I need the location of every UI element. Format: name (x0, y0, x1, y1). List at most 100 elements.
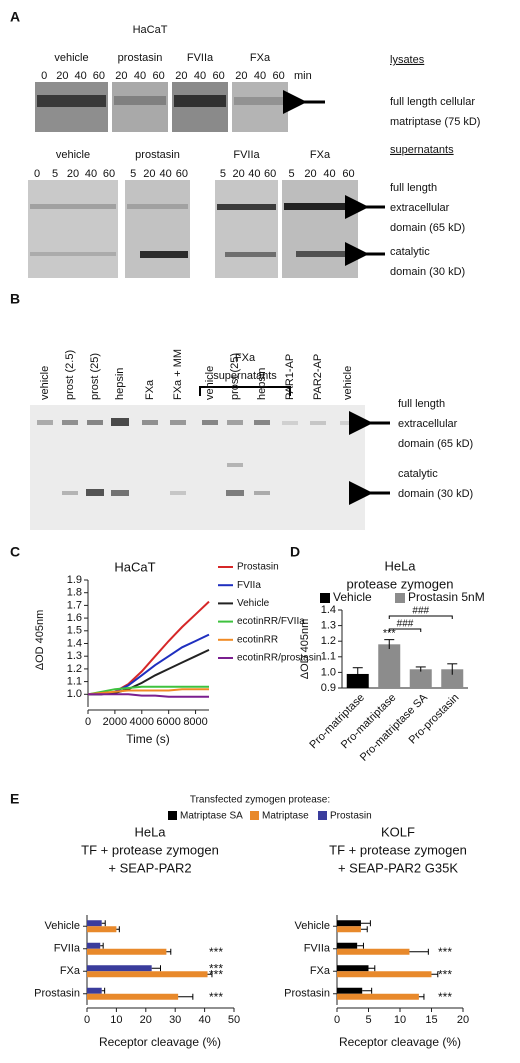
bar (337, 942, 358, 949)
time-label: 40 (85, 168, 97, 180)
x-tick-label: 2000 (103, 716, 127, 728)
blot-image (282, 180, 358, 278)
legend-label: Prostasin (330, 811, 372, 822)
legend-label: FVIIa (237, 580, 261, 591)
blot-band (284, 203, 356, 210)
blot-image (30, 405, 365, 530)
lane-label: vehicle (342, 366, 354, 400)
lane-label: FXa + MM (172, 349, 184, 400)
blot-image (28, 180, 118, 278)
blot-band (254, 491, 270, 495)
lane-group-label: vehicle (54, 52, 88, 64)
lysate-blots (35, 82, 288, 132)
time-label: 40 (134, 70, 146, 82)
time-label: 5 (130, 168, 136, 180)
blot-image (232, 82, 288, 132)
band-label: domain (65 kD) (390, 222, 465, 234)
comparison-label: ### (412, 606, 429, 617)
comparison-bracket (388, 628, 422, 632)
lane-group-label: prostasin (118, 52, 163, 64)
time-label: 60 (264, 168, 276, 180)
section-heading: supernatants (390, 144, 454, 156)
lane-label: vehicle (204, 366, 216, 400)
y-tick-label: FVIIa (304, 943, 331, 955)
significance-label: *** (383, 628, 397, 640)
blot-image (215, 180, 278, 278)
y-tick-label: 1.3 (321, 620, 336, 632)
blot-band (111, 418, 129, 426)
lane-label: PAR1-AP (284, 354, 296, 400)
bar (337, 987, 363, 994)
x-tick-label: 20 (140, 1014, 152, 1026)
panel-label: A (10, 9, 20, 25)
y-axis-label: ΔOD 405nm (299, 619, 311, 680)
time-label: 5 (52, 168, 58, 180)
section-heading: lysates (390, 54, 425, 66)
time-label: 40 (254, 70, 266, 82)
time-label: 5 (220, 168, 226, 180)
lane-label: prost (25) (229, 353, 241, 400)
y-tick-label: Vehicle (295, 920, 330, 932)
time-label: 60 (213, 70, 225, 82)
chart-title: protease zymogen (347, 576, 454, 591)
bar (87, 965, 152, 972)
time-label: 20 (235, 70, 247, 82)
y-tick-label: 0.9 (321, 682, 336, 694)
series-line (88, 693, 209, 698)
blot-band (340, 421, 356, 425)
time-label: 0 (34, 168, 40, 180)
significance-label: *** (209, 945, 223, 959)
x-tick-label: 0 (334, 1014, 340, 1026)
bar (337, 971, 432, 978)
y-tick-label: 1.3 (67, 650, 82, 662)
unit-label: min (294, 70, 312, 82)
time-label: 20 (175, 70, 187, 82)
bar (87, 948, 167, 955)
lane-group-label: FVIIa (187, 52, 214, 64)
x-tick-label: 10 (394, 1014, 406, 1026)
time-label: 40 (248, 168, 260, 180)
band-label: catalytic (390, 246, 430, 258)
bar (87, 987, 102, 994)
significance-label: *** (438, 967, 452, 981)
blot-band (310, 421, 326, 425)
group-bracket (199, 386, 291, 396)
band-label: domain (30 kD) (390, 266, 465, 278)
significance-label: *** (438, 945, 452, 959)
blot-band (296, 251, 356, 257)
lane-label: vehicle (39, 366, 51, 400)
blot-band (174, 95, 226, 107)
band-label: full length cellular (390, 96, 475, 108)
time-label: 60 (103, 168, 115, 180)
x-axis-label: Time (s) (126, 732, 170, 746)
group-label: FXa (235, 352, 256, 364)
series-line (88, 600, 210, 696)
chart-title: + SEAP-PAR2 G35K (338, 860, 458, 875)
comparison-bracket (388, 615, 453, 619)
blot-band (170, 491, 186, 495)
x-tick-label: 30 (169, 1014, 181, 1026)
blot-band (227, 420, 243, 425)
bar (87, 993, 179, 1000)
x-tick-label: 20 (457, 1014, 469, 1026)
y-tick-label: 1.4 (321, 604, 336, 616)
lane-label: PAR2-AP (312, 354, 324, 400)
significance-label: *** (438, 990, 452, 1004)
series-line (87, 688, 209, 696)
x-tick-label: 40 (198, 1014, 210, 1026)
legend-swatch (250, 811, 259, 820)
bar (337, 948, 410, 955)
band-label: catalytic (398, 468, 438, 480)
y-tick-label: FXa (310, 965, 331, 977)
bar (87, 926, 117, 933)
time-label: 60 (342, 168, 354, 180)
y-tick-label: 1.4 (67, 637, 82, 649)
time-label: 0 (41, 70, 47, 82)
blot-band (202, 420, 218, 425)
bar (87, 942, 101, 949)
x-tick-label: 10 (110, 1014, 122, 1026)
panel-label: C (10, 544, 20, 560)
panel-label: B (10, 291, 20, 307)
time-label: 60 (273, 70, 285, 82)
